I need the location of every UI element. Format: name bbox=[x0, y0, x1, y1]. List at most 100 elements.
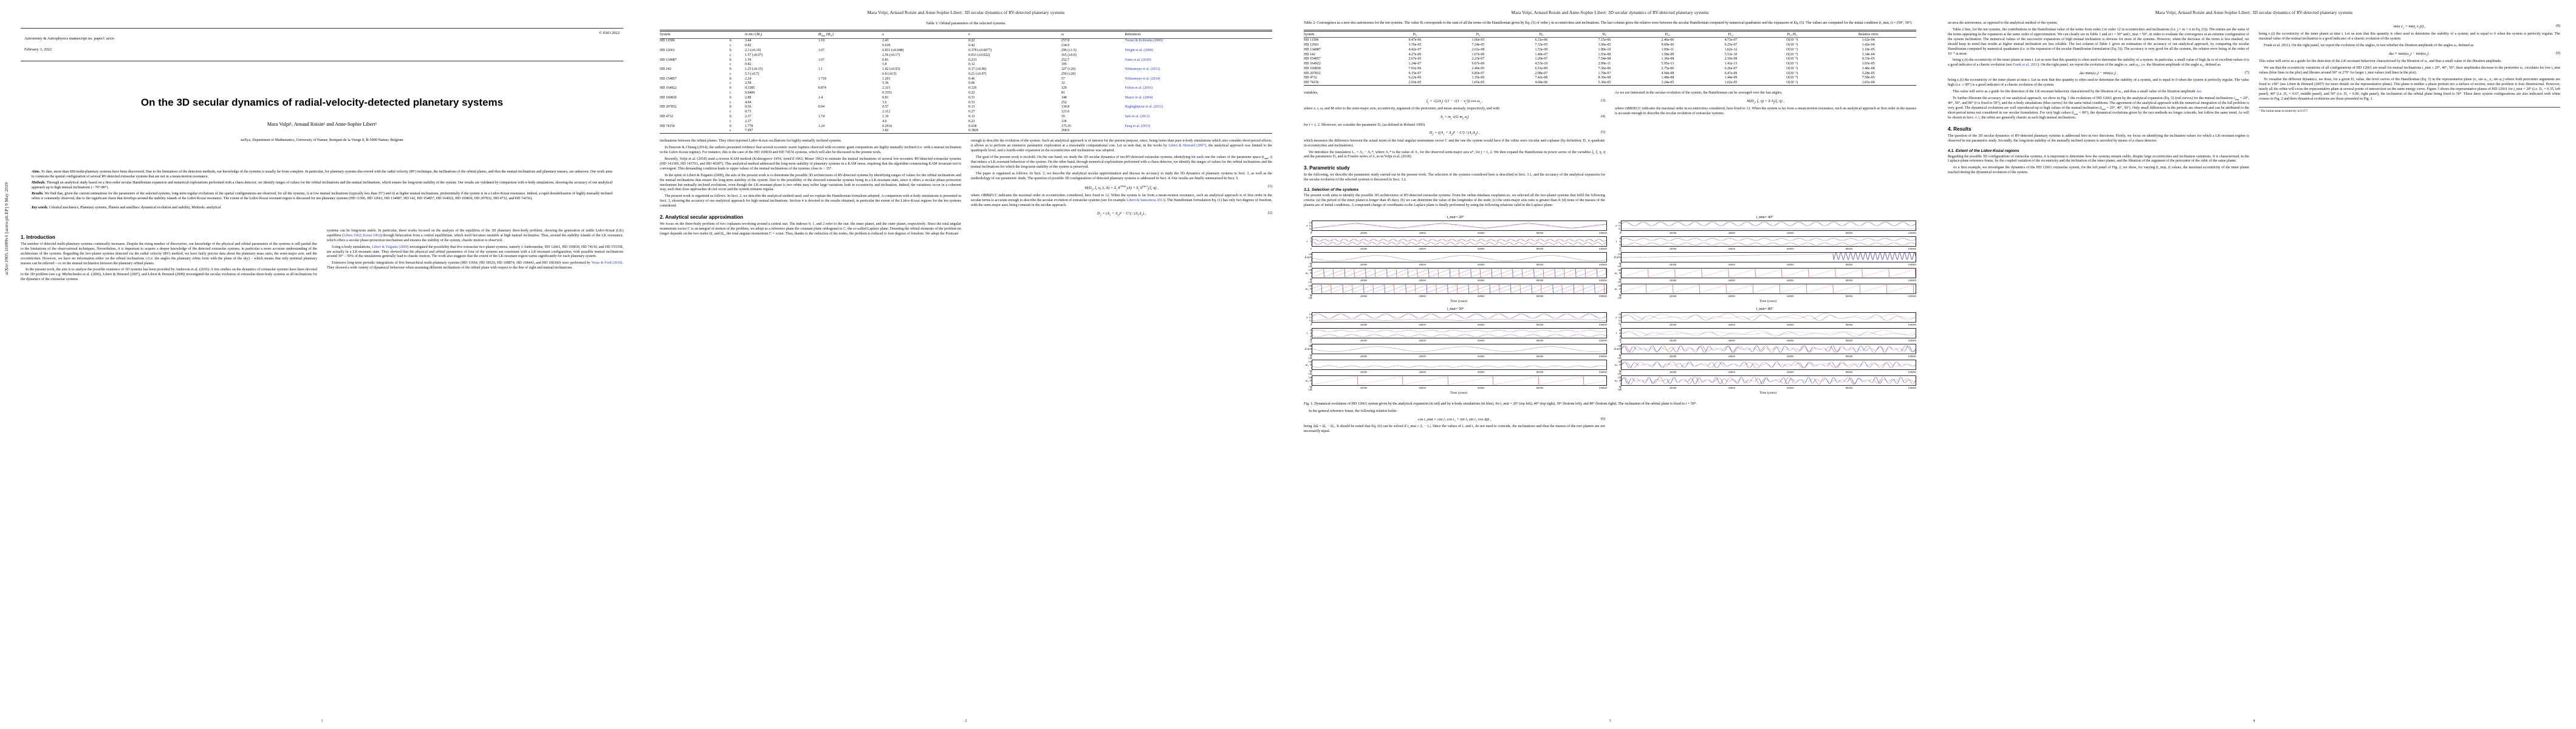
table-row: HD 169830 7.01e-06 2.40e-05 6.51e-09 7.36e-0… bbox=[1304, 66, 1916, 71]
p4-left-2: being e₁(t) the eccentricity of the inne… bbox=[1948, 58, 2249, 67]
y-tick-labels: 180 90 0 -90 -180 bbox=[1614, 253, 1622, 268]
plot-row: Δ ϖ 180 90 0 -90 -180 bbox=[1304, 344, 1607, 360]
plot-area[interactable]: 15 10 5 bbox=[1310, 236, 1607, 247]
x-tick-labels: 0 20000 40000 60000 80000 100000 bbox=[1620, 355, 1916, 358]
table-cell: 7.42e-08 bbox=[1535, 76, 1548, 80]
equation-8: max e1 = maxt e1(t) , (8) bbox=[2393, 24, 2560, 30]
reference-link[interactable]: Wittenmyer et al. (2012) bbox=[1125, 67, 1160, 72]
plot-area[interactable]: 0.6 0.4 0.2 0 bbox=[1309, 221, 1607, 233]
reference-link[interactable]: Haghighipour et al. (2012) bbox=[1125, 105, 1163, 109]
page-2: Mara Volpi, Arnaud Roisin and Anne-Sophi… bbox=[644, 0, 1288, 729]
plot-area[interactable]: 180 90 0 -90 -180 bbox=[1307, 268, 1607, 284]
plot-area[interactable]: 60 45 30 15 0 bbox=[1619, 328, 1916, 344]
table-cell bbox=[818, 109, 882, 114]
section-2-heading: 2. Analytical secular approximation bbox=[660, 214, 744, 221]
plot-area[interactable]: 180 90 0 -90 -180 bbox=[1617, 284, 1916, 299]
y-tick: 0.6 bbox=[1309, 221, 1312, 225]
table-cell: b bbox=[729, 39, 731, 43]
table-cell: HD 4732 bbox=[660, 114, 673, 118]
reference-link[interactable]: Sato et al. (2013) bbox=[1125, 114, 1150, 118]
th-e: e bbox=[968, 32, 1061, 39]
aims-text: To date, more than 600 multi-planetary s… bbox=[32, 170, 613, 179]
x-tick: 20000 bbox=[1360, 231, 1368, 235]
y-axis-label: ω₂ bbox=[1305, 287, 1309, 291]
x-tick: 0 bbox=[1620, 247, 1622, 251]
x-tick: 20000 bbox=[1360, 386, 1368, 390]
table-cell: Wittenmyer et al. (2014) bbox=[1125, 77, 1272, 81]
ref-libert-sansottera[interactable]: Libert & Sansottera 2013 bbox=[1126, 198, 1165, 202]
y-axis-label: i bbox=[1306, 239, 1308, 244]
ref-libhenrard[interactable]: Δω bbox=[2196, 90, 2202, 94]
table-cell bbox=[1125, 53, 1272, 58]
y-tick: 0.4 bbox=[1618, 319, 1622, 323]
x-tick: 80000 bbox=[1845, 371, 1853, 374]
x-axis-title-tr: Time (years) bbox=[1759, 299, 1777, 304]
table-cell: 1.46e-04 bbox=[1862, 66, 1875, 70]
plot-area[interactable]: 180 90 0 -90 -180 bbox=[1617, 252, 1916, 268]
y-tick: 90 bbox=[1619, 287, 1622, 291]
plot-area[interactable]: 30 25 20 15 10 bbox=[1619, 236, 1916, 252]
x-tick: 0 bbox=[1620, 355, 1622, 358]
plot-area[interactable]: 0.8 0.6 0.4 0.2 0 bbox=[1619, 312, 1916, 328]
p2-right-3: The paper is organised as follows. In Se… bbox=[971, 171, 1272, 180]
y-tick: -180 bbox=[1617, 281, 1622, 284]
table-cell: 1.19 bbox=[882, 114, 889, 118]
eq-number-3: (3) bbox=[1601, 99, 1605, 103]
table-cell: 7.54e-08 bbox=[1598, 57, 1611, 61]
ref-kozai[interactable]: Kozai 1962 bbox=[363, 233, 381, 238]
reference-link[interactable]: Jones et al. (2010) bbox=[1125, 58, 1151, 62]
reference-link[interactable]: Mayor et al. (2004) bbox=[1125, 95, 1153, 100]
table-cell: 6.26e-07 bbox=[1724, 66, 1738, 70]
equation-6-body: cos i_mut = cos i₁ cos i₂ + sin i₁ sin i… bbox=[1417, 417, 1492, 422]
ref-veras-ford[interactable]: Veras & Ford (2010) bbox=[591, 261, 623, 265]
p3-left-3: for i = 1, 2. Moreover, we consider the … bbox=[1304, 123, 1425, 127]
y-tick: 0 bbox=[1620, 341, 1622, 344]
manuscript-id: Astronomy & Astrophysics manuscript no. … bbox=[24, 31, 114, 58]
plot-area[interactable]: 180 90 0 -90 -180 bbox=[1307, 344, 1607, 360]
reference-link[interactable]: Feng et al. (2015) bbox=[1125, 124, 1151, 128]
x-tick: 60000 bbox=[1787, 231, 1794, 235]
eq-number-9: (9) bbox=[2556, 52, 2560, 56]
table-cell: c bbox=[729, 110, 731, 114]
table-row: HD 12661 b 2.3 (±0.19) 1.07 0.831 (±0.048) 0.… bbox=[660, 48, 1272, 53]
reference-link[interactable]: Tuomi & Kotiranta (2009) bbox=[1125, 39, 1163, 43]
panel-title-80: i_mut= 80° bbox=[1756, 307, 1773, 312]
table-cell bbox=[660, 100, 730, 105]
x-tick: 20000 bbox=[1360, 295, 1368, 298]
ref-frank-2011[interactable]: Frank et al. 2011 bbox=[2012, 63, 2038, 67]
plot-area[interactable]: 180 90 0 -90 -180 bbox=[1307, 252, 1607, 268]
ref-libert-2007[interactable]: Libert 1962 bbox=[343, 233, 361, 238]
reference-link[interactable]: Wittenmyer et al. (2014) bbox=[1125, 77, 1160, 81]
sect-ref-43[interactable]: 4.3 bbox=[1975, 115, 1980, 120]
y-tick: -90 bbox=[1309, 262, 1312, 265]
plot-area[interactable]: 180 90 0 -90 -180 bbox=[1617, 360, 1916, 375]
plot-area[interactable]: 35 30 25 20 15 10 bbox=[1310, 328, 1607, 347]
p2-left-1: inclinations between the orbital planes.… bbox=[660, 139, 842, 143]
table-cell: 0.81 bbox=[882, 95, 889, 100]
table-1-head: System m sin i (MJ) MStar (M⊙) a e ω Ref… bbox=[660, 32, 1272, 39]
ref-libert-tsiganis-2009[interactable]: Libert & Tsiganis (2009) bbox=[372, 245, 409, 249]
plot-area[interactable]: 180 90 0 -90 -180 bbox=[1617, 375, 1916, 391]
x-tick: 0 bbox=[1620, 371, 1622, 374]
reference-link[interactable]: Wright et al. (2009) bbox=[1125, 49, 1154, 52]
table-1-header-row: System m sin i (MJ) MStar (M⊙) a e ω Ref… bbox=[660, 32, 1272, 39]
plot-area[interactable]: 0.6 0.4 0.2 0 bbox=[1619, 221, 1916, 233]
y-tick: 180 bbox=[1617, 344, 1622, 348]
plot-area[interactable]: 180 90 0 -90 -180 bbox=[1617, 268, 1916, 284]
table-cell: 1.36e-08 bbox=[1661, 57, 1674, 61]
x-tick: 100000 bbox=[1908, 231, 1916, 235]
ref-libert-henrard-2007[interactable]: Libert & Henrard (2007) bbox=[1168, 144, 1207, 148]
plot-area[interactable]: 0.6 0.4 0.2 0 bbox=[1309, 312, 1607, 325]
figure-1: i_mut= 20° e 0.6 0.4 0.2 0 0 20000 40000 60000 80… bbox=[1304, 215, 1916, 407]
plot-area[interactable]: 180 90 0 -90 -180 bbox=[1307, 360, 1607, 375]
x-tick: 60000 bbox=[1478, 247, 1485, 251]
plot-area[interactable]: 180 90 0 -90 -180 bbox=[1307, 375, 1607, 391]
plot-area[interactable]: 180 90 0 -90 -180 bbox=[1307, 284, 1607, 299]
table-cell: 5.95e-13 bbox=[1661, 62, 1674, 66]
p3-left-1: variables, bbox=[1304, 91, 1318, 95]
x-tick: 100000 bbox=[1598, 339, 1607, 343]
plot-area[interactable]: 180 90 0 -90 -180 bbox=[1617, 344, 1916, 360]
table-cell: HD 207832 bbox=[660, 105, 677, 109]
reference-link[interactable]: Fulton et al. (2016) bbox=[1125, 86, 1153, 91]
